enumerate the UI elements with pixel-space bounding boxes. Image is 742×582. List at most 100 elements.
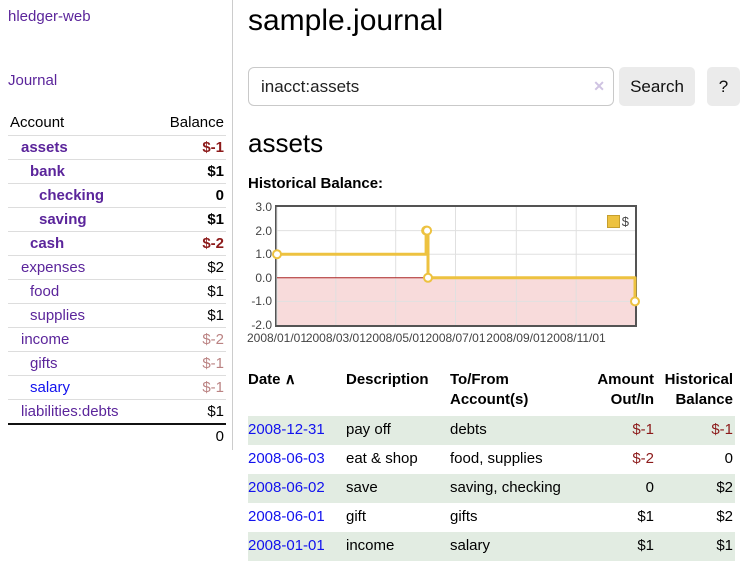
register-date-link[interactable]: 2008-01-01 xyxy=(248,537,325,554)
register-description: save xyxy=(346,479,378,496)
register-amount: $1 xyxy=(637,537,654,554)
account-row: assets $-1 xyxy=(8,135,226,160)
register-accounts: gifts xyxy=(450,508,478,525)
register-description: eat & shop xyxy=(346,450,418,467)
account-link-bank[interactable]: bank xyxy=(30,163,66,180)
accounts-header-balance: Balance xyxy=(169,114,224,131)
register-amount: 0 xyxy=(645,479,654,496)
register-date-link[interactable]: 2008-06-03 xyxy=(248,450,325,467)
account-balance: $2 xyxy=(151,255,226,280)
main-content: sample.journal ✕ Search ? assets Histori… xyxy=(246,0,742,561)
y-axis-tick-label: 0.0 xyxy=(255,270,272,285)
register-row: 2008-06-03 eat & shop food, supplies $-2 0 xyxy=(248,445,735,474)
register-amount: $1 xyxy=(637,508,654,525)
register-row: 2008-06-02 save saving, checking 0 $2 xyxy=(248,474,735,503)
register-date-link[interactable]: 2008-06-02 xyxy=(248,479,325,496)
historical-balance-chart: $ 3.0 2.0 1.0 0.0 -1.0 -2.0 2008/01/01 2008/03/… xyxy=(246,200,668,347)
y-axis-tick-label: -2.0 xyxy=(251,318,272,332)
account-balance: $1 xyxy=(151,303,226,328)
register-balance: $2 xyxy=(716,508,733,525)
x-axis-tick-label: 2008/05/01 xyxy=(365,331,426,345)
account-link-income[interactable]: income xyxy=(21,331,70,348)
account-balance: $-2 xyxy=(151,327,226,352)
account-row: liabilities:debts $1 xyxy=(8,399,226,424)
account-link-gifts[interactable]: gifts xyxy=(30,355,58,372)
legend-swatch-icon xyxy=(606,215,620,228)
y-axis-tick-label: 3.0 xyxy=(255,200,272,214)
account-heading: assets xyxy=(248,128,324,158)
register-balance: $-1 xyxy=(711,421,733,438)
page-title: sample.journal xyxy=(248,4,444,37)
sort-ascending-icon: ∧ xyxy=(284,371,296,388)
register-amount: $-2 xyxy=(632,450,654,467)
account-row: food $1 xyxy=(8,279,226,304)
account-row: supplies $1 xyxy=(8,303,226,328)
accounts-total-row: 0 xyxy=(8,423,226,448)
y-axis-tick-label: 1.0 xyxy=(255,247,272,262)
account-link-salary[interactable]: salary xyxy=(30,379,71,396)
register-description: income xyxy=(346,537,395,554)
app-title-link[interactable]: hledger-web xyxy=(8,8,91,25)
account-balance: $-1 xyxy=(151,135,226,160)
register-description: gift xyxy=(346,508,367,525)
clear-search-icon[interactable]: ✕ xyxy=(593,78,605,94)
account-row: expenses $2 xyxy=(8,255,226,280)
register-balance: 0 xyxy=(724,450,733,467)
account-link-saving[interactable]: saving xyxy=(39,211,87,228)
register-accounts: food, supplies xyxy=(450,450,543,467)
register-balance: $2 xyxy=(716,479,733,496)
register-accounts: debts xyxy=(450,421,487,438)
account-balance: $1 xyxy=(151,207,226,232)
register-amount: $-1 xyxy=(632,421,654,438)
search-input[interactable] xyxy=(248,67,614,106)
accounts-header-account: Account xyxy=(10,114,65,131)
register-header-date[interactable]: Date ∧ xyxy=(248,371,296,388)
account-row: saving $1 xyxy=(8,207,226,232)
register-row: 2008-12-31 pay off debts $-1 $-1 xyxy=(248,416,735,445)
account-link-cash[interactable]: cash xyxy=(30,235,65,252)
account-balance: $1 xyxy=(151,279,226,304)
register-header-accounts: To/From Account(s) xyxy=(450,371,529,408)
account-link-food[interactable]: food xyxy=(30,283,60,300)
x-axis-tick-label: 2008/03/01 xyxy=(305,331,366,345)
accounts-header-row: Account Balance xyxy=(8,110,226,136)
accounts-table: Account Balance assets $-1 bank $1 checking 0… xyxy=(8,110,226,448)
search-button[interactable]: Search xyxy=(619,67,695,106)
account-balance: $1 xyxy=(151,399,226,424)
register-date-link[interactable]: 2008-12-31 xyxy=(248,421,325,438)
account-balance: $-2 xyxy=(151,231,226,256)
register-row: 2008-01-01 income salary $1 $1 xyxy=(248,532,735,561)
sidebar: hledger-web Journal Account Balance asse… xyxy=(0,0,233,450)
account-link-expenses[interactable]: expenses xyxy=(21,259,86,276)
register-accounts: salary xyxy=(450,537,491,554)
account-balance: $-1 xyxy=(151,375,226,400)
search-help-button[interactable]: ? xyxy=(707,67,740,106)
account-row: gifts $-1 xyxy=(8,351,226,376)
register-row: 2008-06-01 gift gifts $1 $2 xyxy=(248,503,735,532)
legend-series-label: $ xyxy=(621,214,629,229)
register-table: Date ∧ Description To/From Account(s) Am… xyxy=(248,368,735,561)
account-link-checking[interactable]: checking xyxy=(39,187,105,204)
account-row: cash $-2 xyxy=(8,231,226,256)
chart-legend: $ xyxy=(605,214,630,229)
account-link-assets[interactable]: assets xyxy=(21,139,68,156)
account-balance: 0 xyxy=(151,183,226,208)
register-header-row: Date ∧ Description To/From Account(s) Am… xyxy=(248,368,735,416)
account-balance: $1 xyxy=(151,159,226,184)
chart-plot-area: $ xyxy=(272,205,640,327)
x-axis-tick-label: 2008/07/01 xyxy=(425,331,486,345)
account-link-supplies[interactable]: supplies xyxy=(30,307,86,324)
register-header-amount: Amount Out/In xyxy=(597,371,654,408)
register-balance: $1 xyxy=(716,537,733,554)
x-axis-tick-label: 2008/01/01 xyxy=(246,331,308,345)
historical-balance-label: Historical Balance: xyxy=(248,175,384,192)
account-row: bank $1 xyxy=(8,159,226,184)
account-row: checking 0 xyxy=(8,183,226,208)
register-accounts: saving, checking xyxy=(450,479,561,496)
register-description: pay off xyxy=(346,421,391,438)
account-link-liabilities-debts[interactable]: liabilities:debts xyxy=(21,403,119,420)
account-row: salary $-1 xyxy=(8,375,226,400)
sidebar-item-journal[interactable]: Journal xyxy=(8,72,58,89)
y-axis-tick-label: -1.0 xyxy=(251,294,272,309)
register-date-link[interactable]: 2008-06-01 xyxy=(248,508,325,525)
